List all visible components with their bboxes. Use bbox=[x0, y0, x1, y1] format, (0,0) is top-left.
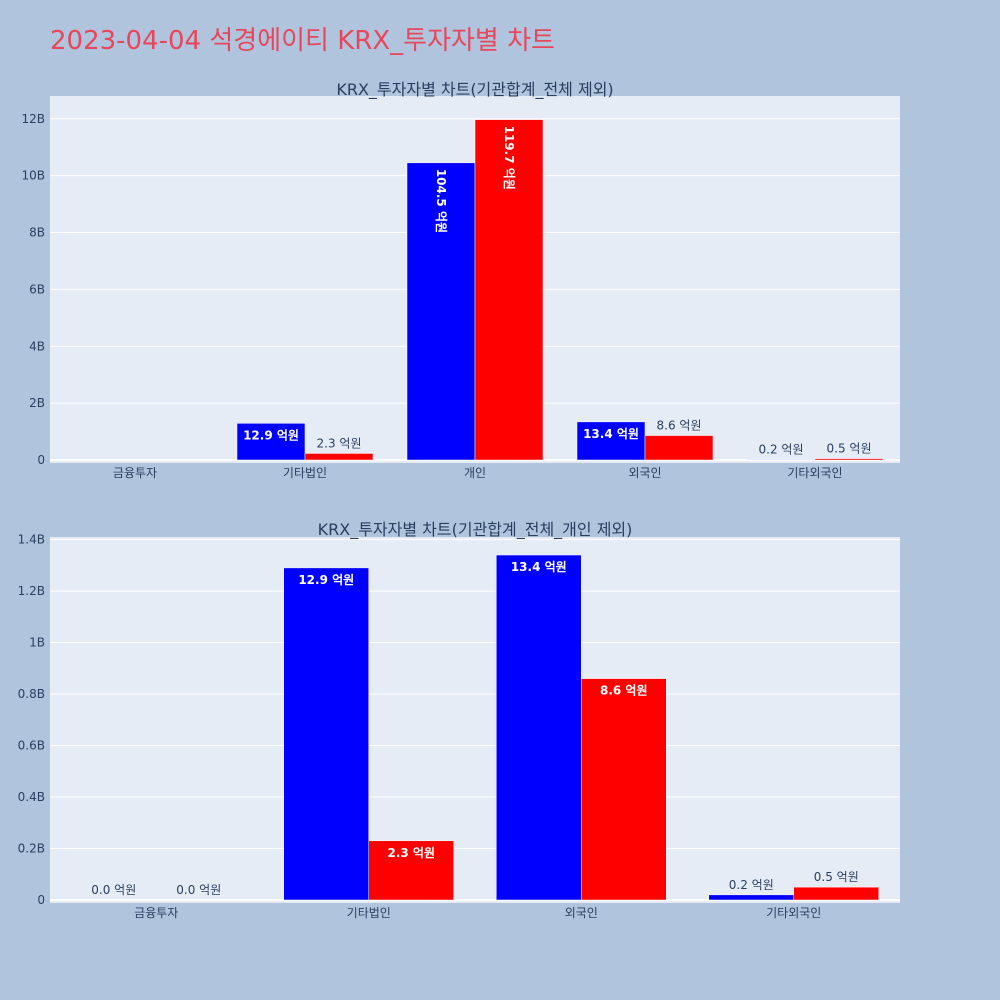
x-tick-label: 외국인 bbox=[628, 466, 661, 480]
y-tick-label: 2B bbox=[29, 396, 45, 410]
bar bbox=[236, 423, 306, 461]
chart-title: KRX_투자자별 차트(기관합계_전체 제외) bbox=[336, 80, 613, 100]
data-label: 0.2 억원 bbox=[759, 442, 804, 456]
y-tick-label: 8B bbox=[29, 226, 45, 240]
bar bbox=[406, 162, 476, 461]
bar bbox=[368, 840, 454, 901]
y-tick-label: 10B bbox=[21, 169, 45, 183]
bar bbox=[283, 567, 369, 901]
bar bbox=[814, 458, 884, 461]
y-tick-label: 0 bbox=[37, 453, 45, 467]
y-tick-label: 0 bbox=[37, 893, 45, 907]
bar bbox=[644, 435, 714, 461]
data-label: 119.7 억원 bbox=[502, 126, 516, 190]
x-tick-label: 기타법인 bbox=[283, 466, 327, 480]
chart-title: KRX_투자자별 차트(기관합계_전체_개인 제외) bbox=[318, 520, 633, 540]
data-label: 8.6 억원 bbox=[657, 419, 702, 433]
data-label: 13.4 억원 bbox=[583, 427, 639, 441]
bar bbox=[496, 554, 582, 901]
bar bbox=[474, 119, 544, 461]
data-label: 0.5 억원 bbox=[814, 870, 859, 884]
page-title: 2023-04-04 석경에이티 KRX_투자자별 차트 bbox=[50, 26, 555, 56]
data-label: 0.0 억원 bbox=[91, 883, 136, 897]
data-label: 2.3 억원 bbox=[317, 436, 362, 450]
data-label: 12.9 억원 bbox=[243, 428, 299, 442]
y-tick-label: 0.4B bbox=[18, 790, 45, 804]
x-tick-label: 기타외국인 bbox=[766, 906, 821, 920]
plot-area bbox=[50, 537, 900, 903]
chart-bottom: KRX_투자자별 차트(기관합계_전체_개인 제외) 0 0.2B 0.4B 0.6B 0… bbox=[18, 520, 900, 920]
y-tick-label: 1.4B bbox=[18, 533, 45, 547]
y-tick-label: 1.2B bbox=[18, 584, 45, 598]
x-tick-label: 금융투자 bbox=[134, 906, 178, 920]
y-tick-label: 4B bbox=[29, 339, 45, 353]
y-tick-label: 0.6B bbox=[18, 739, 45, 753]
bar bbox=[304, 453, 374, 461]
x-tick-label: 개인 bbox=[464, 466, 486, 480]
x-tick-label: 금융투자 bbox=[113, 466, 157, 480]
bar bbox=[581, 678, 667, 901]
y-tick-label: 12B bbox=[21, 112, 45, 126]
y-tick-label: 6B bbox=[29, 282, 45, 296]
x-tick-label: 기타외국인 bbox=[787, 466, 842, 480]
data-label: 0.5 억원 bbox=[827, 442, 872, 456]
data-label: 0.0 억원 bbox=[176, 883, 221, 897]
data-label: 12.9 억원 bbox=[298, 573, 354, 587]
data-label: 13.4 억원 bbox=[511, 560, 567, 574]
data-label: 2.3 억원 bbox=[387, 846, 435, 860]
x-tick-label: 외국인 bbox=[565, 906, 598, 920]
bar bbox=[576, 421, 646, 461]
chart-top: KRX_투자자별 차트(기관합계_전체 제외) 0 2B 4B 6B 8B 10B 12B 금융… bbox=[21, 80, 900, 480]
y-tick-label: 1B bbox=[29, 636, 45, 650]
data-label: 8.6 억원 bbox=[600, 684, 648, 698]
data-label: 104.5 억원 bbox=[434, 169, 448, 233]
bar bbox=[746, 459, 816, 461]
bar bbox=[708, 894, 794, 901]
y-tick-label: 0.2B bbox=[18, 842, 45, 856]
y-tick-label: 0.8B bbox=[18, 687, 45, 701]
x-tick-label: 기타법인 bbox=[347, 906, 391, 920]
bar bbox=[793, 886, 879, 901]
data-label: 0.2 억원 bbox=[729, 878, 774, 892]
